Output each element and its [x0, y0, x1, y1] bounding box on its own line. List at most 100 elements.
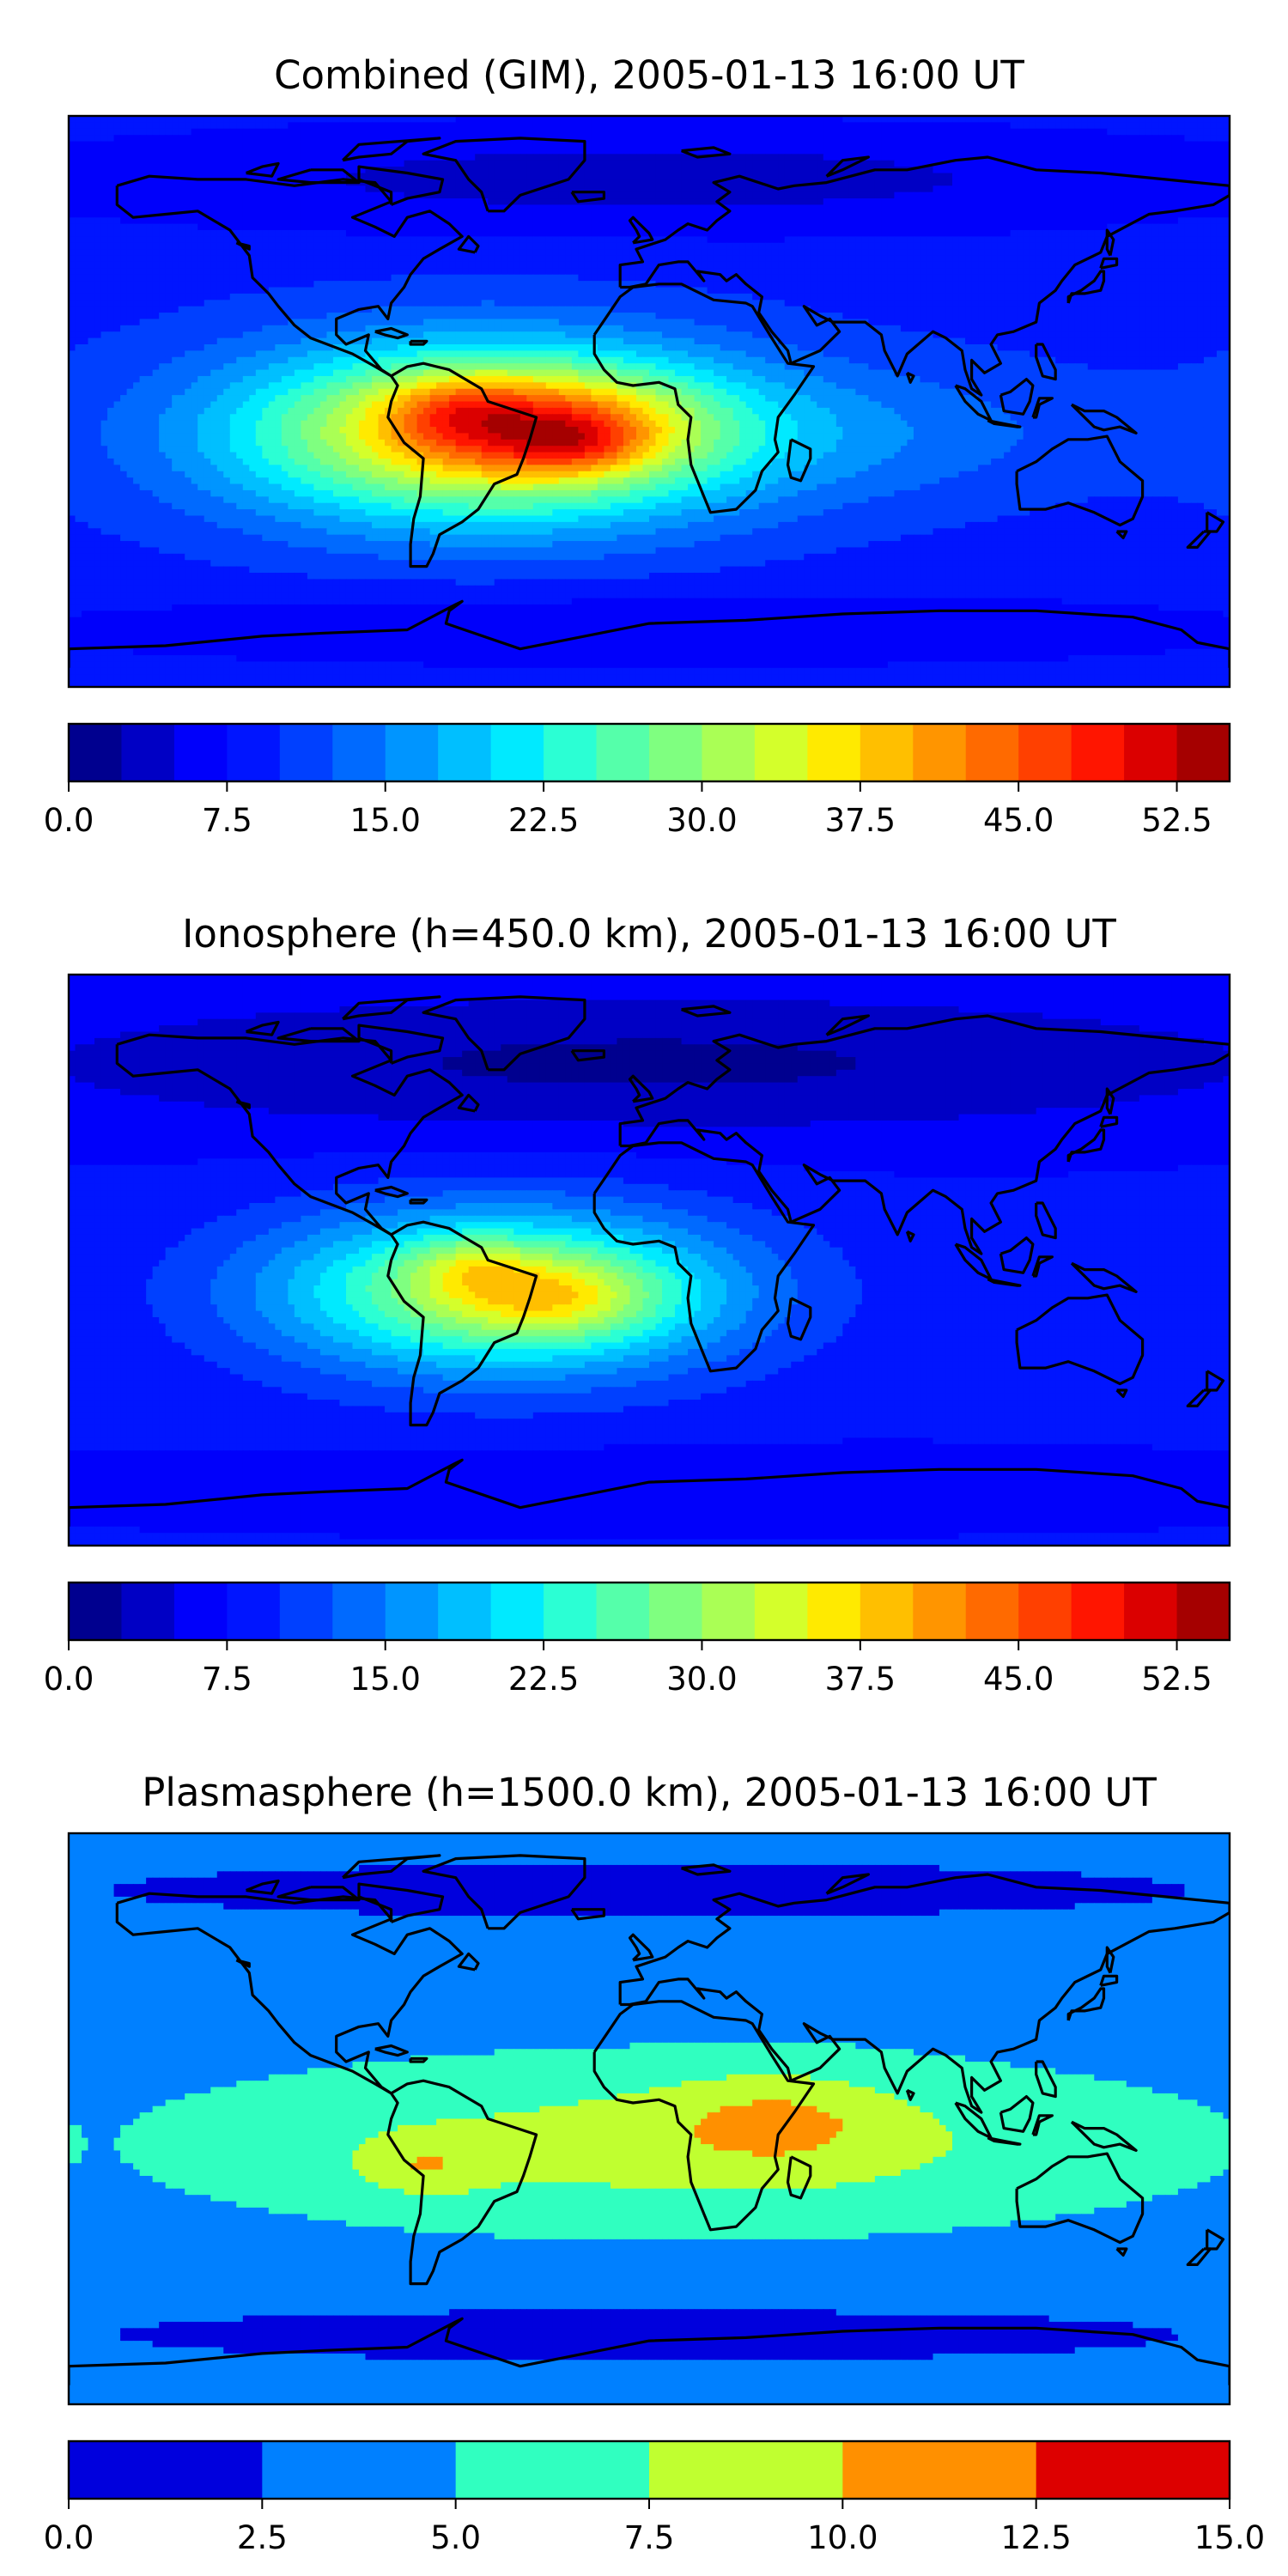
heatmap-cell: [391, 223, 398, 231]
heatmap-cell: [1190, 249, 1199, 257]
heatmap-cell: [804, 185, 811, 193]
heatmap-cell: [804, 230, 811, 237]
heatmap-cell: [991, 135, 999, 143]
heatmap-cell: [745, 167, 753, 174]
heatmap-cell: [1151, 204, 1159, 212]
heatmap-cell: [745, 173, 753, 180]
heatmap-cell: [939, 274, 947, 282]
heatmap-cell: [1203, 128, 1212, 136]
heatmap-cell: [385, 191, 392, 199]
heatmap-cell: [681, 287, 689, 295]
heatmap-cell: [178, 242, 185, 250]
heatmap-cell: [681, 274, 689, 282]
heatmap-cell: [1190, 261, 1199, 269]
heatmap-cell: [82, 141, 89, 149]
heatmap-cell: [842, 179, 850, 186]
heatmap-cell: [423, 128, 431, 136]
heatmap-cell: [204, 141, 211, 149]
heatmap-cell: [146, 274, 154, 282]
heatmap-cell: [933, 128, 940, 136]
heatmap-cell: [835, 242, 843, 250]
heatmap-cell: [75, 141, 82, 149]
heatmap-cell: [965, 268, 973, 276]
heatmap-cell: [113, 167, 121, 174]
heatmap-cell: [842, 230, 850, 237]
heatmap-cell: [519, 281, 527, 289]
heatmap-cell: [307, 255, 315, 263]
heatmap-cell: [1139, 274, 1146, 282]
heatmap-cell: [707, 204, 714, 212]
heatmap-cell: [152, 179, 160, 186]
heatmap-cell: [1216, 179, 1224, 186]
heatmap-cell: [391, 185, 398, 193]
heatmap-cell: [69, 230, 76, 237]
heatmap-cell: [1004, 210, 1012, 218]
heatmap-cell: [1164, 167, 1172, 174]
heatmap-cell: [1210, 249, 1218, 257]
heatmap-cell: [817, 236, 824, 244]
heatmap-cell: [649, 160, 657, 167]
heatmap-cell: [1023, 147, 1030, 155]
heatmap-cell: [907, 147, 914, 155]
heatmap-cell: [688, 230, 696, 237]
heatmap-cell: [82, 198, 89, 206]
heatmap-cell: [429, 268, 437, 276]
heatmap-cell: [1010, 274, 1018, 282]
heatmap-cell: [372, 274, 380, 282]
heatmap-cell: [404, 141, 411, 149]
heatmap-cell: [732, 116, 740, 123]
heatmap-cell: [1048, 210, 1056, 218]
heatmap-cell: [971, 198, 979, 206]
heatmap-cell: [578, 185, 586, 193]
heatmap-cell: [1100, 167, 1108, 174]
heatmap-cell: [519, 147, 527, 155]
heatmap-cell: [1036, 249, 1043, 257]
heatmap-cell: [191, 210, 198, 218]
heatmap-cell: [1100, 173, 1108, 180]
heatmap-cell: [1210, 236, 1218, 244]
heatmap-cell: [758, 249, 766, 257]
heatmap-cell: [249, 204, 257, 212]
heatmap-cell: [191, 179, 198, 186]
heatmap-cell: [848, 242, 856, 250]
heatmap-cell: [545, 173, 553, 180]
heatmap-cell: [887, 255, 896, 263]
heatmap-cell: [88, 210, 95, 218]
heatmap-cell: [126, 217, 134, 225]
heatmap-cell: [372, 255, 380, 263]
heatmap-cell: [765, 160, 773, 167]
heatmap-cell: [739, 179, 747, 186]
heatmap-cell: [984, 217, 992, 225]
heatmap-cell: [913, 268, 921, 276]
heatmap-cell: [281, 210, 289, 218]
heatmap-cell: [545, 179, 553, 186]
heatmap-cell: [133, 223, 141, 231]
heatmap-cell: [113, 236, 121, 244]
heatmap-cell: [920, 173, 927, 180]
heatmap-cell: [1048, 160, 1056, 167]
heatmap-cell: [874, 255, 882, 263]
heatmap-cell: [842, 141, 850, 149]
heatmap-cell: [732, 154, 740, 161]
heatmap-cell: [532, 281, 540, 289]
heatmap-cell: [578, 167, 586, 174]
heatmap-cell: [829, 160, 837, 167]
heatmap-cell: [887, 191, 896, 199]
heatmap-cell: [1094, 154, 1102, 161]
heatmap-cell: [926, 141, 934, 149]
heatmap-cell: [817, 167, 824, 174]
heatmap-cell: [952, 281, 960, 289]
heatmap-cell: [778, 128, 786, 136]
heatmap-cell: [642, 268, 650, 276]
heatmap-cell: [578, 122, 586, 130]
heatmap-cell: [861, 223, 869, 231]
heatmap-cell: [345, 210, 354, 218]
heatmap-cell: [133, 261, 141, 269]
heatmap-cell: [410, 135, 418, 143]
heatmap-cell: [345, 217, 354, 225]
heatmap-cell: [352, 281, 360, 289]
heatmap-cell: [88, 167, 95, 174]
heatmap-cell: [578, 274, 586, 282]
heatmap-cell: [391, 268, 398, 276]
heatmap-cell: [210, 147, 218, 155]
